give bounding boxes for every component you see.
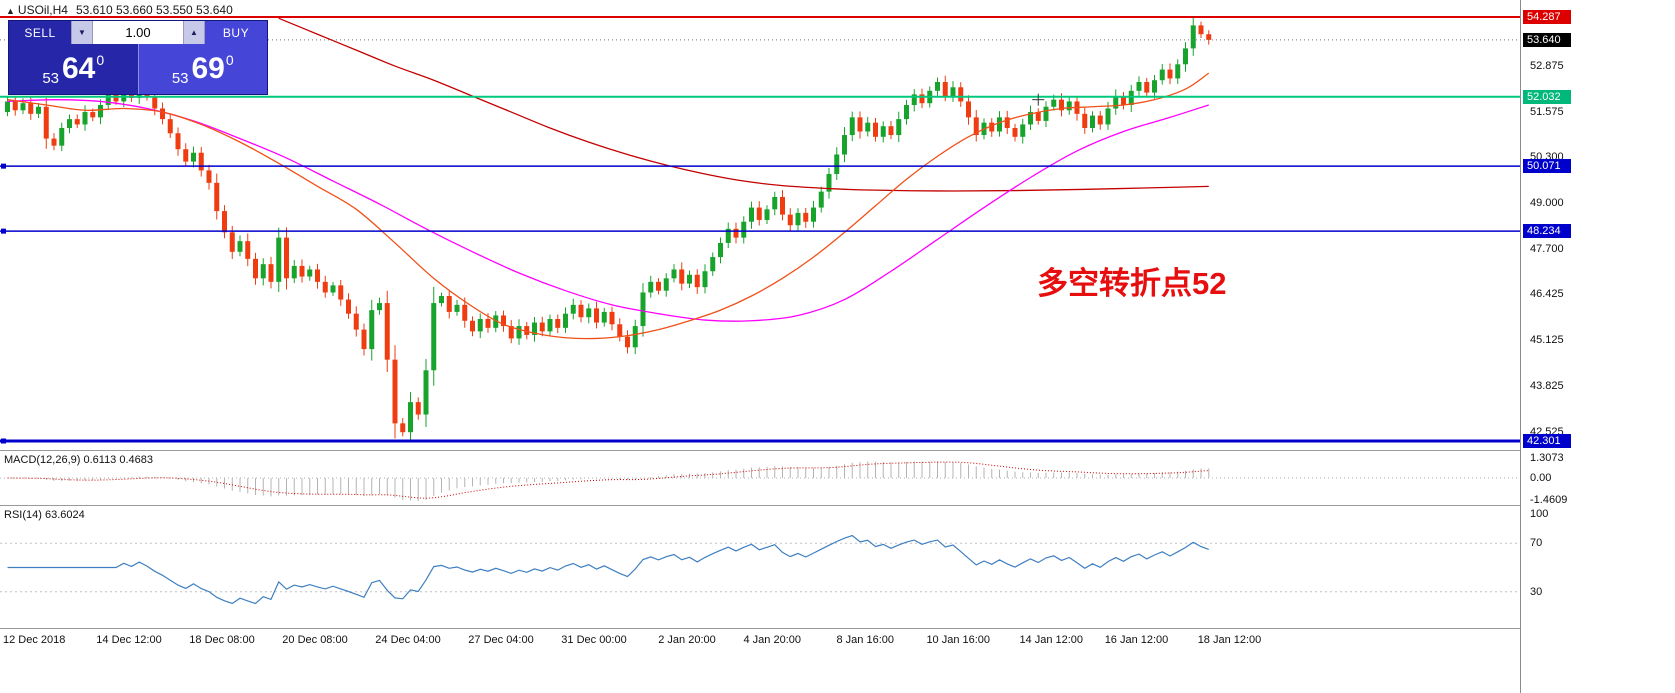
- price-tick-label: 49.000: [1530, 197, 1564, 210]
- rsi-scale-label: 70: [1530, 537, 1543, 550]
- time-tick-label: 12 Dec 2018: [3, 634, 66, 646]
- rsi-label: RSI(14) 63.6024: [4, 509, 85, 521]
- price-scale[interactable]: 52.875 51.575 50.300 49.000 47.700 46.425 45.1…: [1520, 0, 1675, 693]
- price-tick-label: 47.700: [1530, 243, 1564, 255]
- price-tick-label: 45.125: [1530, 334, 1564, 347]
- macd-scale-label: 0.00: [1530, 472, 1552, 484]
- buy-price-button[interactable]: 53 69 0: [137, 44, 267, 94]
- time-tick-label: 18 Jan 12:00: [1197, 634, 1262, 646]
- time-tick-label: 16 Jan 12:00: [1104, 634, 1169, 646]
- rsi-levels: [0, 542, 1520, 593]
- sell-price-prefix: 53: [42, 70, 59, 87]
- ma-mid: [7, 99, 1209, 322]
- crosshair-marker: [1032, 93, 1045, 106]
- time-tick-label: 10 Jan 16:00: [926, 634, 991, 646]
- symbol-info: ▲ USOil,H4 53.610 53.660 53.550 53.640: [6, 3, 233, 17]
- macd-label: MACD(12,26,9) 0.6113 0.4683: [4, 454, 153, 466]
- buy-price-sup: 0: [225, 52, 234, 68]
- chart-icon: ▲: [6, 6, 15, 16]
- price-badge: 50.071: [1523, 159, 1571, 174]
- time-tick-label: 24 Dec 04:00: [375, 634, 441, 646]
- time-tick-label: 4 Jan 20:00: [743, 634, 802, 646]
- time-tick-label: 27 Dec 04:00: [468, 634, 534, 646]
- ma-fast: [7, 72, 1210, 340]
- time-axis[interactable]: 12 Dec 2018 14 Dec 12:00 18 Dec 08:00 20 De…: [0, 629, 1520, 655]
- rsi-line: [7, 534, 1209, 605]
- symbol-title: USOil,H4: [17, 3, 68, 17]
- price-badge: 53.640: [1523, 32, 1571, 47]
- sell-price-big: 64: [62, 52, 96, 85]
- price-badge: 42.301: [1523, 434, 1571, 448]
- price-badge: 54.287: [1523, 10, 1571, 24]
- sell-price-button[interactable]: 53 64 0: [9, 44, 138, 94]
- price-tick-label: 46.425: [1530, 288, 1564, 301]
- horizontal-lines: [0, 16, 1520, 444]
- volume-input[interactable]: [93, 21, 183, 44]
- time-tick-label: 18 Dec 08:00: [189, 634, 255, 646]
- volume-down-button[interactable]: ▼: [71, 21, 93, 44]
- panel-separator: [0, 628, 1675, 629]
- macd-panel[interactable]: [0, 451, 1520, 505]
- panel-separator: [0, 505, 1675, 506]
- panel-separator: [0, 450, 1675, 451]
- buy-price-prefix: 53: [171, 70, 189, 87]
- price-tick-label: 52.875: [1530, 59, 1564, 72]
- price-badge: 48.234: [1523, 224, 1571, 239]
- macd-scale-label: -1.4609: [1530, 494, 1568, 507]
- price-badge: 52.032: [1523, 89, 1571, 104]
- price-tick-label: 43.825: [1530, 380, 1564, 393]
- price-tick-label: 51.575: [1530, 105, 1564, 118]
- main-price-chart[interactable]: [0, 0, 1520, 450]
- buy-button[interactable]: BUY: [205, 21, 267, 44]
- time-tick-label: 8 Jan 16:00: [836, 634, 895, 646]
- buy-price-big: 69: [191, 52, 225, 85]
- one-click-trading-panel: SELL ▼ ▲ BUY 53 64 0 53 69 0: [8, 20, 268, 95]
- macd-scale-label: 1.3073: [1530, 452, 1564, 465]
- time-tick-label: 14 Dec 12:00: [96, 634, 162, 646]
- sell-price-sup: 0: [96, 52, 105, 68]
- rsi-scale-label: 30: [1530, 585, 1543, 598]
- time-tick-label: 20 Dec 08:00: [282, 634, 348, 646]
- ohlc-values: 53.610 53.660 53.550 53.640: [75, 3, 233, 17]
- time-tick-label: 14 Jan 12:00: [1019, 634, 1084, 646]
- time-tick-label: 2 Jan 20:00: [658, 634, 716, 646]
- sell-button[interactable]: SELL: [9, 21, 71, 44]
- volume-up-button[interactable]: ▲: [183, 21, 205, 44]
- volume-down-icon: ▼: [78, 28, 86, 37]
- volume-up-icon: ▲: [190, 28, 198, 37]
- rsi-panel[interactable]: [0, 506, 1520, 628]
- chart-annotation: 多空转折点52: [1037, 266, 1227, 301]
- macd-histogram: [14, 461, 1210, 501]
- time-tick-label: 31 Dec 00:00: [561, 634, 627, 646]
- macd-signal-line: [7, 461, 1209, 499]
- rsi-scale-label: 100: [1530, 508, 1549, 520]
